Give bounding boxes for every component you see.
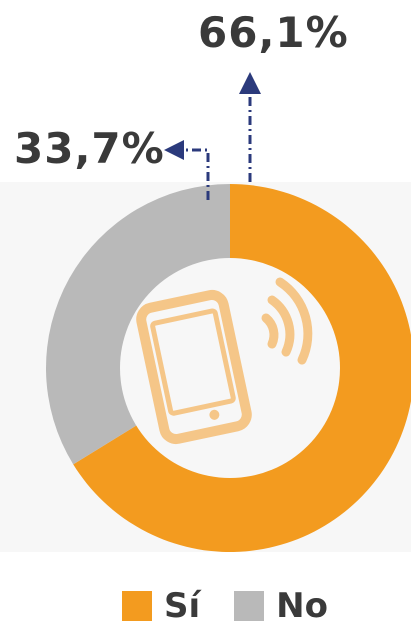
legend-label-si: Sí: [164, 586, 201, 626]
legend-swatch-si: [122, 591, 152, 621]
phone-screen: [150, 308, 236, 416]
signal-wave-large: [275, 277, 313, 365]
signal-wave-small: [261, 313, 279, 349]
data-label-no: 33,7%: [14, 124, 165, 173]
phone-body: [136, 289, 252, 445]
signal-wave-medium: [267, 295, 295, 357]
legend-label-no: No: [276, 586, 328, 626]
legend-item-si: Sí: [122, 586, 200, 626]
arrow-no: [164, 140, 184, 160]
arrow-si: [239, 72, 261, 94]
data-label-si: 66,1%: [198, 8, 349, 57]
phone-button: [209, 409, 220, 420]
smartphone-signal-icon: [136, 277, 313, 445]
legend-swatch-no: [234, 591, 265, 621]
legend-item-no: No: [234, 586, 328, 626]
legend: Sí No: [122, 586, 362, 626]
leader-lines: [164, 72, 261, 200]
